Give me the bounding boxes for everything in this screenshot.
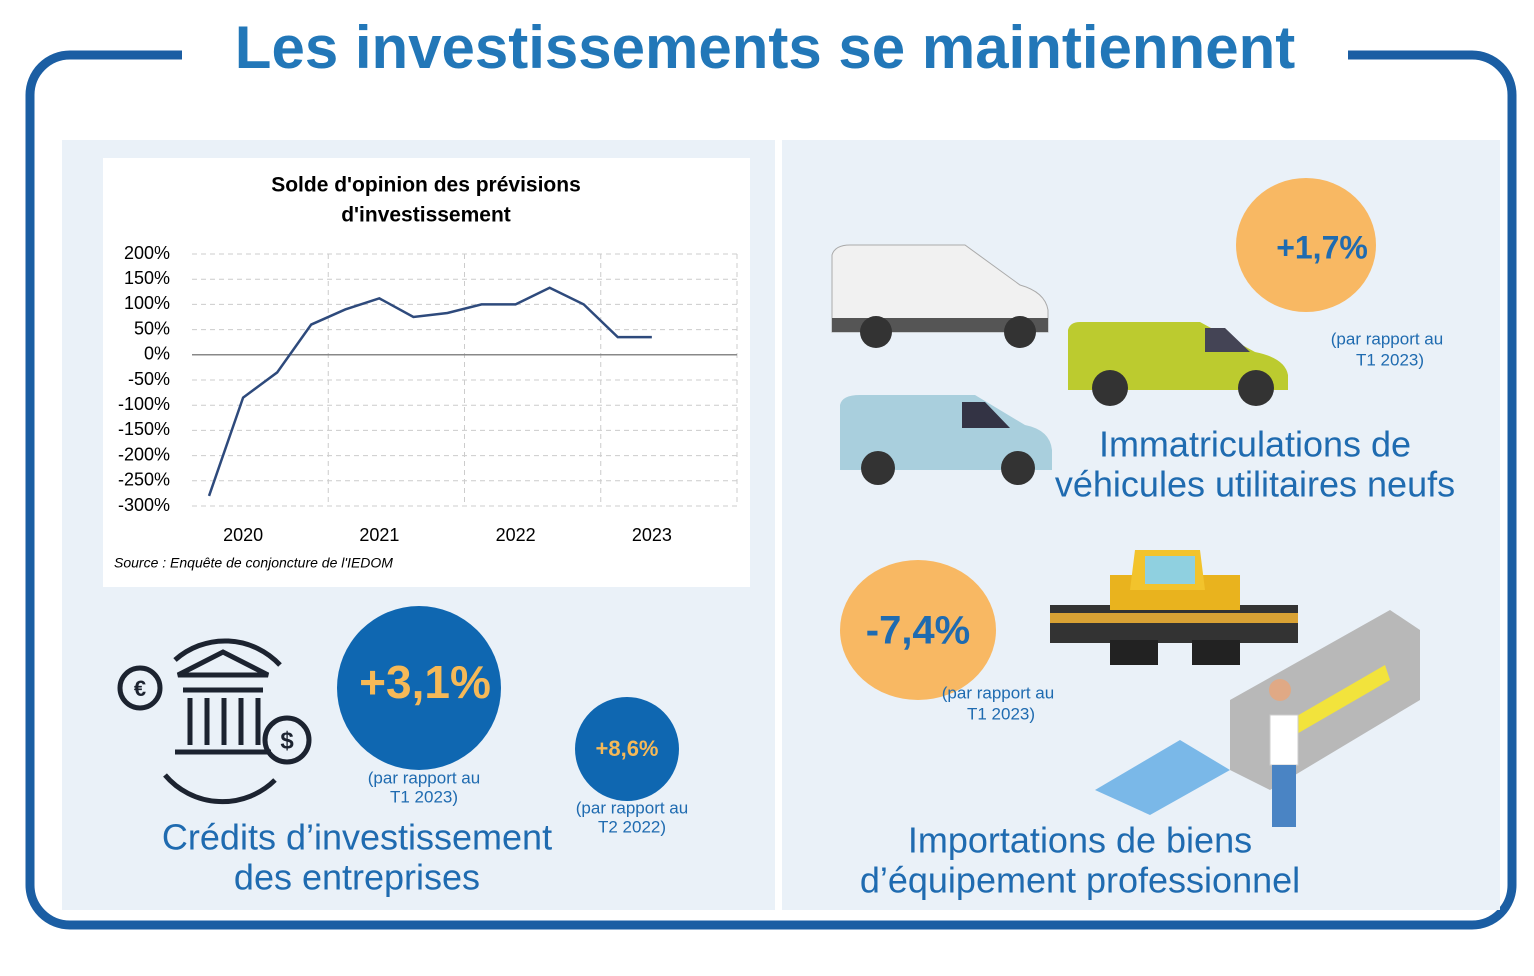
x-tick-label: 2022 <box>496 525 536 545</box>
dollar: $ <box>280 727 294 754</box>
title-bg <box>182 20 1348 90</box>
section-label: Importations de biens <box>908 820 1252 861</box>
y-tick-label: 0% <box>144 344 170 364</box>
badge <box>575 697 679 801</box>
chart-box <box>103 158 750 587</box>
y-tick-label: -100% <box>118 394 170 414</box>
chart-title: Solde d'opinion des prévisions <box>271 174 581 197</box>
machine-illustration <box>1050 550 1420 827</box>
stat-note: T1 2023) <box>390 787 458 806</box>
page-title: Les investissements se maintiennent <box>235 14 1295 81</box>
badge <box>840 560 996 700</box>
y-tick-label: 50% <box>134 318 170 338</box>
section-label: des entreprises <box>234 857 480 898</box>
stat-value: -7,4% <box>866 609 971 653</box>
stat-note: (par rapport au <box>942 683 1054 702</box>
x-tick-label: 2020 <box>223 525 263 545</box>
line <box>207 286 652 497</box>
y-tick-label: 200% <box>124 243 170 263</box>
stat-note: (par rapport au <box>368 768 480 787</box>
stat-value: +3,1% <box>359 656 491 708</box>
y-tick-label: -50% <box>128 369 170 389</box>
bank-icon <box>117 638 312 805</box>
section-label: d’équipement professionnel <box>860 860 1300 901</box>
y-tick-label: 150% <box>124 268 170 288</box>
stat-note: T1 2023) <box>967 704 1035 723</box>
badge <box>1236 178 1376 312</box>
euro: € <box>134 676 146 701</box>
stat-value: +1,7% <box>1276 229 1368 265</box>
y-tick-label: -150% <box>118 419 170 439</box>
x-tick-label: 2021 <box>359 525 399 545</box>
stat-note: T1 2023) <box>1356 350 1424 369</box>
y-tick-label: -300% <box>118 495 170 515</box>
van-illustration <box>831 244 1288 485</box>
y-tick-label: 100% <box>124 293 170 313</box>
y-tick-label: -200% <box>118 444 170 464</box>
stat-note: (par rapport au <box>576 798 688 817</box>
section-label: véhicules utilitaires neufs <box>1055 464 1455 505</box>
badge <box>337 606 501 770</box>
chart-source: Source : Enquête de conjoncture de l'IED… <box>114 555 393 571</box>
chart-title: d'investissement <box>341 204 511 227</box>
x-tick-label: 2023 <box>632 525 672 545</box>
stat-value: +8,6% <box>596 736 659 761</box>
section-label: Crédits d’investissement <box>162 817 552 858</box>
section-label: Immatriculations de <box>1099 424 1411 465</box>
stat-note: T2 2022) <box>598 817 666 836</box>
y-tick-label: -250% <box>118 470 170 490</box>
stat-note: (par rapport au <box>1331 329 1443 348</box>
